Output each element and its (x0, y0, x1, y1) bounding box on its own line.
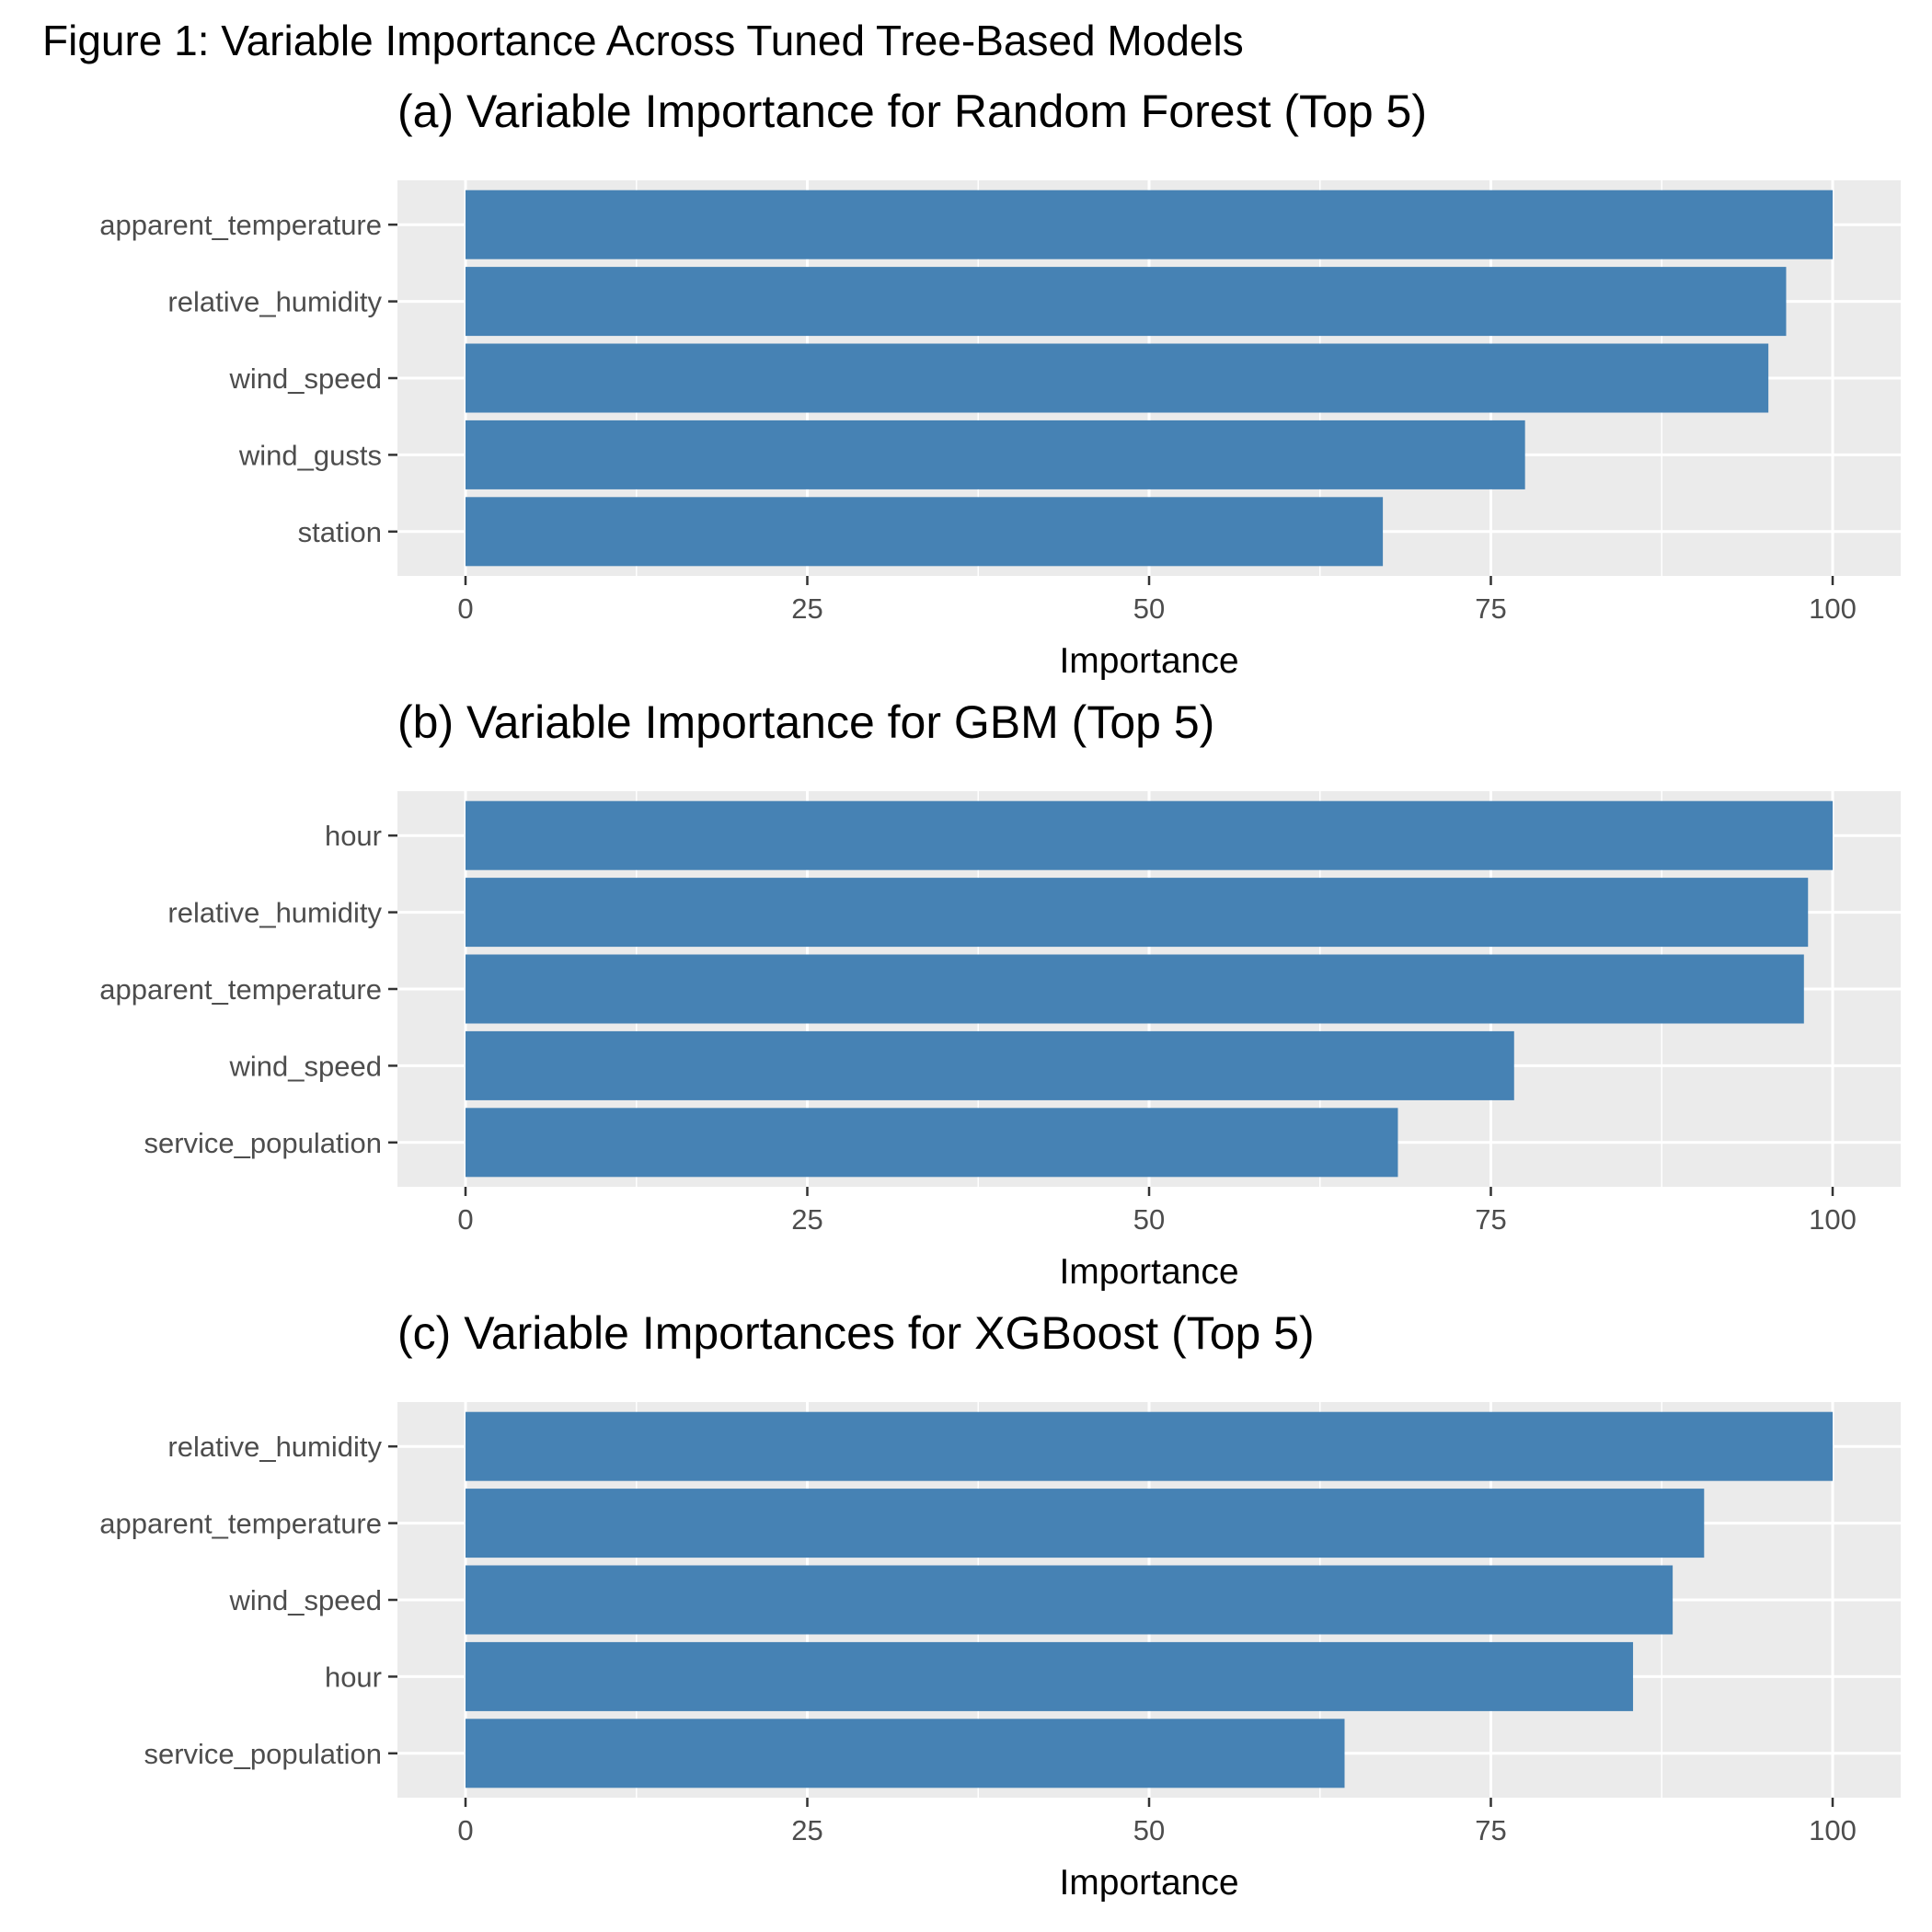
x-tick-label: 50 (1133, 1814, 1165, 1846)
bar-service_population (466, 1719, 1345, 1788)
panel-title: (a) Variable Importance for Random Fores… (397, 86, 1427, 137)
y-tick-label: station (298, 516, 382, 548)
y-tick-label: wind_speed (229, 1050, 382, 1082)
y-tick-label: relative_humidity (167, 1431, 382, 1463)
chart-panel-a: (a) Variable Importance for Random Fores… (99, 86, 1901, 681)
bar-wind_speed (466, 1565, 1673, 1635)
x-axis-label: Importance (1059, 641, 1238, 681)
x-tick-label: 25 (791, 1814, 822, 1846)
figure-title: Figure 1: Variable Importance Across Tun… (42, 17, 1244, 64)
x-tick-label: 75 (1475, 1814, 1506, 1846)
bar-apparent_temperature (466, 954, 1804, 1024)
chart-panel-c: (c) Variable Importances for XGBoost (To… (99, 1307, 1901, 1903)
y-tick-label: relative_humidity (167, 897, 382, 929)
x-tick-label: 0 (457, 1814, 473, 1846)
x-tick-label: 50 (1133, 1203, 1165, 1236)
y-tick-label: service_population (144, 1738, 382, 1770)
bar-hour (466, 1641, 1634, 1711)
y-tick-label: wind_speed (229, 362, 382, 395)
bar-wind_speed (466, 343, 1769, 413)
bar-service_population (466, 1108, 1398, 1178)
x-tick-label: 100 (1809, 592, 1857, 625)
y-tick-label: wind_gusts (238, 439, 382, 471)
bar-station (466, 497, 1384, 567)
y-tick-label: apparent_temperature (99, 973, 382, 1006)
y-tick-label: service_population (144, 1127, 382, 1159)
bar-apparent_temperature (466, 190, 1833, 259)
bar-relative_humidity (466, 878, 1809, 948)
y-tick-label: wind_speed (229, 1584, 382, 1616)
x-axis-label: Importance (1059, 1863, 1238, 1903)
x-tick-label: 50 (1133, 592, 1165, 625)
x-tick-label: 100 (1809, 1814, 1857, 1846)
x-tick-label: 75 (1475, 592, 1506, 625)
bar-apparent_temperature (466, 1489, 1705, 1558)
panel-title: (c) Variable Importances for XGBoost (To… (397, 1307, 1315, 1359)
bar-relative_humidity (466, 1411, 1833, 1481)
x-tick-label: 75 (1475, 1203, 1506, 1236)
y-tick-label: apparent_temperature (99, 1508, 382, 1540)
panel-title: (b) Variable Importance for GBM (Top 5) (397, 696, 1214, 748)
x-tick-label: 25 (791, 592, 822, 625)
y-tick-label: hour (325, 1661, 382, 1693)
x-tick-label: 25 (791, 1203, 822, 1236)
bar-wind_gusts (466, 420, 1525, 489)
y-tick-label: apparent_temperature (99, 209, 382, 241)
x-axis-label: Importance (1059, 1252, 1238, 1292)
x-tick-label: 100 (1809, 1203, 1857, 1236)
chart-panel-b: (b) Variable Importance for GBM (Top 5) h… (99, 696, 1901, 1292)
bar-wind_speed (466, 1030, 1514, 1100)
y-tick-label: hour (325, 820, 382, 852)
x-tick-label: 0 (457, 592, 473, 625)
y-tick-label: relative_humidity (167, 286, 382, 318)
bar-hour (466, 800, 1833, 870)
panels: (a) Variable Importance for Random Fores… (99, 86, 1901, 1903)
bar-relative_humidity (466, 267, 1787, 337)
x-tick-label: 0 (457, 1203, 473, 1236)
